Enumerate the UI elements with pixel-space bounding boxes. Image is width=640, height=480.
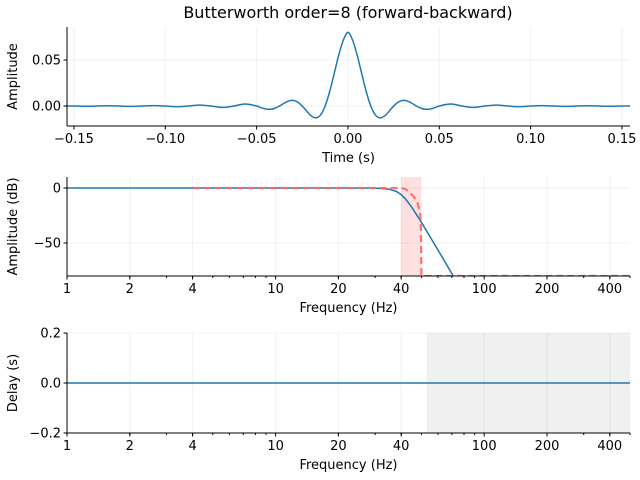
x-tick-label: 1 bbox=[63, 439, 71, 454]
ideal-response-line bbox=[192, 186, 630, 276]
chart-title: Butterworth order=8 (forward-backward) bbox=[183, 3, 512, 22]
x-tick-label: −0.10 bbox=[145, 132, 185, 147]
y-axis-label: Amplitude (dB) bbox=[6, 177, 21, 275]
x-tick-label: 400 bbox=[597, 282, 622, 297]
y-tick-label: 0.00 bbox=[32, 100, 61, 115]
x-axis-label: Time (s) bbox=[321, 151, 375, 166]
x-tick-label: 0.00 bbox=[333, 132, 362, 147]
delay-plot: 1 2 4 10 20 40 100 200 400 −0.2 0.0 0.2 Frequency (H… bbox=[6, 327, 631, 473]
y-tick-label: 0.05 bbox=[32, 54, 61, 69]
transition-band bbox=[401, 177, 422, 276]
x-axis-label: Frequency (Hz) bbox=[299, 458, 397, 473]
y-axis-label: Delay (s) bbox=[6, 354, 21, 412]
y-tick-label: −50 bbox=[34, 237, 61, 252]
x-tick-label: 0.10 bbox=[516, 132, 545, 147]
impulse-response-plot: −0.15 −0.10 −0.05 0.00 0.05 0.10 0.15 0.00 0.05 T… bbox=[6, 27, 636, 166]
x-tick-label: 1 bbox=[63, 282, 71, 297]
x-tick-label: 10 bbox=[267, 282, 284, 297]
x-tick-label: 40 bbox=[393, 282, 410, 297]
y-tick-label: 0.0 bbox=[40, 377, 61, 392]
x-tick-label: 200 bbox=[535, 439, 560, 454]
x-tick-label: 200 bbox=[535, 282, 560, 297]
x-tick-label: −0.15 bbox=[54, 132, 94, 147]
y-tick-label: −0.2 bbox=[29, 427, 61, 442]
x-tick-label: 2 bbox=[126, 439, 134, 454]
x-tick-label: 0.05 bbox=[425, 132, 454, 147]
x-tick-label: 20 bbox=[330, 282, 347, 297]
x-tick-label: −0.05 bbox=[237, 132, 277, 147]
x-tick-label: 2 bbox=[126, 282, 134, 297]
x-tick-label: 100 bbox=[472, 282, 497, 297]
response-line bbox=[67, 31, 630, 119]
x-tick-label: 40 bbox=[393, 439, 410, 454]
x-tick-label: 4 bbox=[188, 282, 196, 297]
x-tick-label: 20 bbox=[330, 439, 347, 454]
y-tick-label: 0.2 bbox=[40, 327, 61, 342]
x-tick-label: 10 bbox=[267, 439, 284, 454]
x-axis-label: Frequency (Hz) bbox=[299, 301, 397, 316]
magnitude-response-plot: 1 2 4 10 20 40 100 200 400 −50 0 Frequency (Hz) Ampl… bbox=[6, 177, 631, 316]
x-tick-label: 100 bbox=[472, 439, 497, 454]
y-axis-label: Amplitude bbox=[6, 43, 21, 110]
x-tick-label: 400 bbox=[597, 439, 622, 454]
y-tick-label: 0 bbox=[53, 182, 61, 197]
x-tick-label: 0.15 bbox=[607, 132, 636, 147]
response-line bbox=[67, 187, 455, 276]
x-tick-label: 4 bbox=[188, 439, 196, 454]
